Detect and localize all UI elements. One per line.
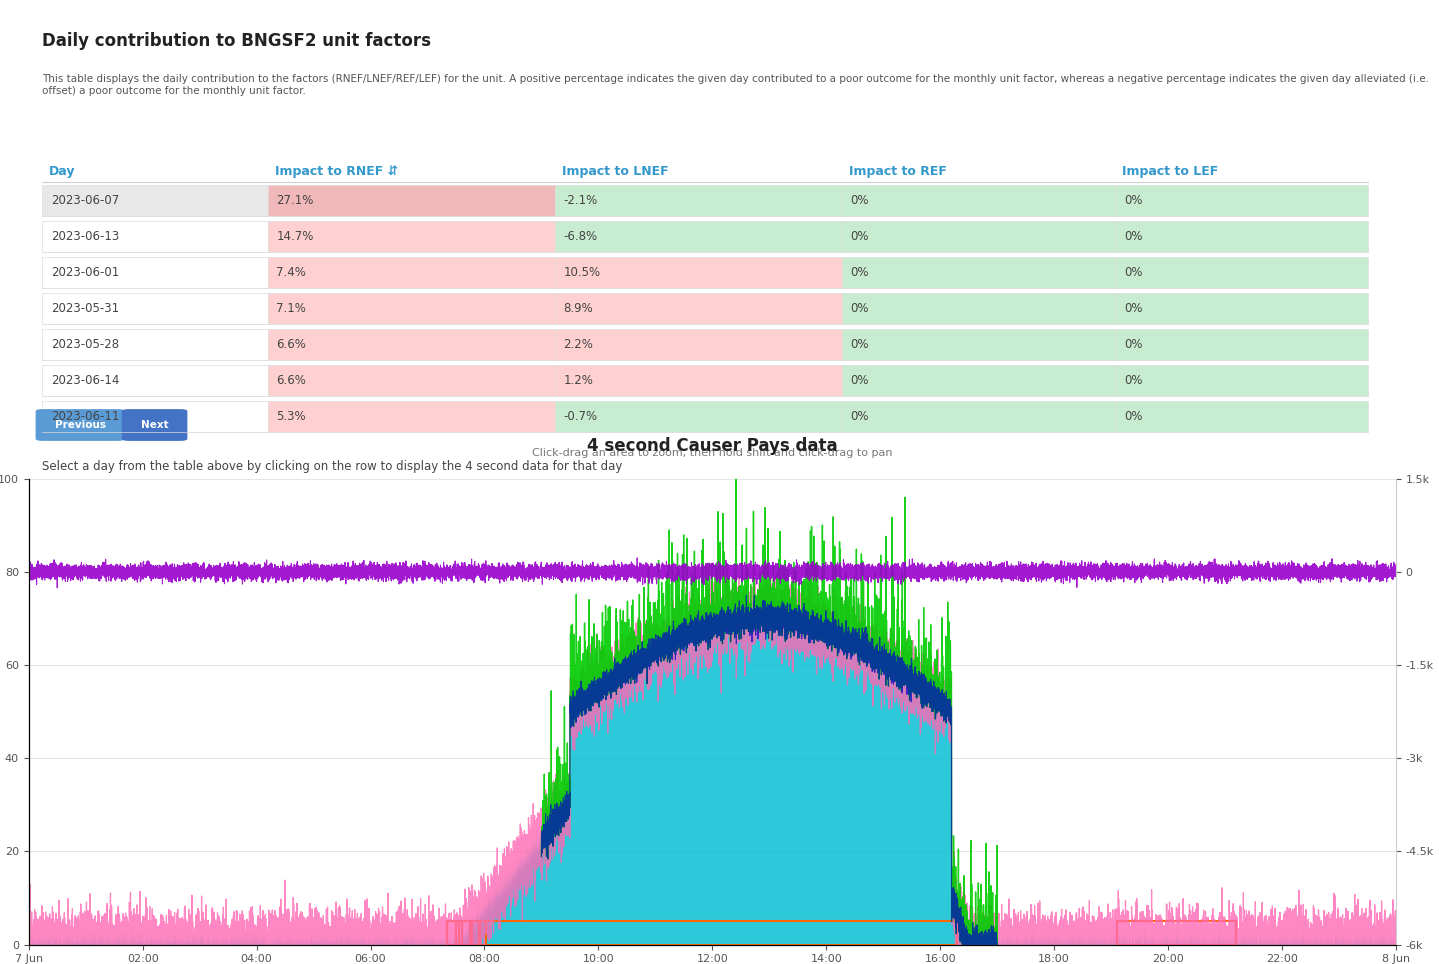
Text: Day: Day [49, 165, 76, 178]
Bar [268, 329, 555, 361]
Text: 2023-05-28: 2023-05-28 [50, 338, 119, 351]
Bar [268, 256, 555, 288]
Bar [555, 256, 842, 288]
FancyBboxPatch shape [36, 409, 124, 441]
Bar [842, 364, 1115, 396]
Text: Impact to LEF: Impact to LEF [1122, 165, 1219, 178]
Text: 0%: 0% [1124, 338, 1143, 351]
Text: 2023-06-07: 2023-06-07 [50, 194, 119, 207]
Text: 0%: 0% [1124, 229, 1143, 243]
Text: 0%: 0% [850, 229, 869, 243]
Text: 0%: 0% [850, 410, 869, 423]
Bar [555, 293, 842, 324]
Text: Impact to LNEF: Impact to LNEF [561, 165, 669, 178]
Bar [43, 401, 268, 432]
Text: 6.6%: 6.6% [276, 374, 307, 387]
FancyBboxPatch shape [122, 409, 187, 441]
Bar [1115, 256, 1368, 288]
Bar [462, 922, 471, 945]
Text: 0%: 0% [850, 302, 869, 315]
Bar [268, 184, 555, 216]
Bar [43, 256, 268, 288]
Text: Next: Next [141, 419, 168, 430]
Text: -2.1%: -2.1% [563, 194, 597, 207]
Bar [268, 221, 555, 253]
Bar [268, 364, 555, 396]
Bar [43, 329, 268, 361]
Text: 2023-06-13: 2023-06-13 [50, 229, 119, 243]
Text: 14.7%: 14.7% [276, 229, 314, 243]
Text: 0%: 0% [850, 266, 869, 279]
Text: -0.7%: -0.7% [563, 410, 597, 423]
Bar [1115, 184, 1368, 216]
Text: 6.6%: 6.6% [276, 338, 307, 351]
Text: Select a day from the table above by clicking on the row to display the 4 second: Select a day from the table above by cli… [43, 460, 623, 473]
Bar [1115, 329, 1368, 361]
Text: -6.8%: -6.8% [563, 229, 597, 243]
Bar [1115, 401, 1368, 432]
Bar [472, 922, 479, 945]
Bar [842, 256, 1115, 288]
Bar [842, 329, 1115, 361]
Bar [842, 184, 1115, 216]
Text: 0%: 0% [850, 194, 869, 207]
Text: Impact to RNEF ⇵: Impact to RNEF ⇵ [275, 165, 399, 178]
Text: 2.2%: 2.2% [563, 338, 593, 351]
Text: 0%: 0% [1124, 302, 1143, 315]
Bar [555, 184, 842, 216]
Text: Daily contribution to BNGSF2 unit factors: Daily contribution to BNGSF2 unit factor… [43, 32, 432, 50]
Bar [268, 401, 555, 432]
Bar [448, 922, 459, 945]
Text: 27.1%: 27.1% [276, 194, 314, 207]
Text: 1.2%: 1.2% [563, 374, 593, 387]
Text: 2023-06-01: 2023-06-01 [50, 266, 119, 279]
Text: 2023-06-11: 2023-06-11 [50, 410, 119, 423]
Bar [43, 364, 268, 396]
Bar [268, 293, 555, 324]
Text: 0%: 0% [850, 374, 869, 387]
Text: 8.9%: 8.9% [563, 302, 593, 315]
Text: 7.4%: 7.4% [276, 266, 307, 279]
Bar [43, 221, 268, 253]
Text: 0%: 0% [1124, 194, 1143, 207]
Text: 2023-05-31: 2023-05-31 [50, 302, 119, 315]
Text: 7.1%: 7.1% [276, 302, 307, 315]
Text: 0%: 0% [1124, 266, 1143, 279]
Bar [555, 364, 842, 396]
Bar [1115, 364, 1368, 396]
Bar [479, 922, 485, 945]
Bar [1115, 221, 1368, 253]
Bar [43, 293, 268, 324]
Bar [43, 184, 268, 216]
Bar [555, 329, 842, 361]
Text: 10.5%: 10.5% [563, 266, 600, 279]
Text: Click-drag an area to zoom, then hold shift and click-drag to pan: Click-drag an area to zoom, then hold sh… [532, 447, 892, 458]
Title: 4 second Causer Pays data: 4 second Causer Pays data [587, 437, 837, 455]
Text: 5.3%: 5.3% [276, 410, 307, 423]
Text: 0%: 0% [1124, 374, 1143, 387]
Text: This table displays the daily contribution to the factors (RNEF/LNEF/REF/LEF) fo: This table displays the daily contributi… [43, 74, 1429, 96]
Text: 2023-06-14: 2023-06-14 [50, 374, 119, 387]
Text: 0%: 0% [1124, 410, 1143, 423]
Bar [842, 401, 1115, 432]
Bar [1117, 922, 1236, 945]
Bar [842, 293, 1115, 324]
Bar [555, 221, 842, 253]
Bar [555, 401, 842, 432]
Text: 0%: 0% [850, 338, 869, 351]
Bar [1115, 293, 1368, 324]
Bar [842, 221, 1115, 253]
Text: Previous: Previous [55, 419, 105, 430]
Text: Impact to REF: Impact to REF [849, 165, 947, 178]
Bar [456, 922, 957, 945]
